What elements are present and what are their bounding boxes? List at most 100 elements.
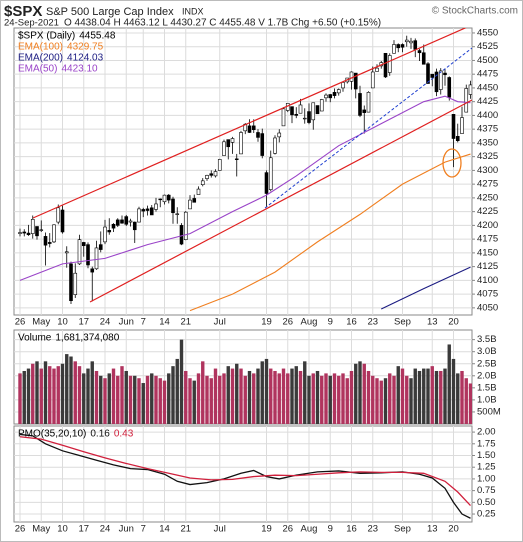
candle-body [404, 39, 409, 43]
volume-bar [290, 368, 294, 424]
volume-bar [320, 375, 324, 424]
volume-bar [388, 373, 392, 424]
volume-bar [294, 366, 298, 424]
legend-value: 1,681,374,080 [55, 333, 119, 344]
candle-body [302, 117, 307, 120]
volume-bar [235, 363, 239, 424]
quote: O 4438.04 H 4463.12 L 4430.27 C 4455.48 … [64, 18, 381, 29]
candle-body [56, 207, 61, 223]
volume-bar [345, 378, 349, 424]
candle-body [362, 109, 367, 113]
highlight-circle [442, 148, 462, 178]
volume-bar [60, 363, 65, 424]
candle-body [111, 223, 116, 229]
volume-plot [14, 330, 472, 424]
volume-bar [379, 380, 383, 424]
volume-bar [39, 368, 43, 424]
y-tick-label: 1.5B [477, 382, 497, 393]
candle-body [158, 198, 163, 201]
volume-bar [31, 363, 35, 424]
candle-body [328, 94, 333, 99]
candle-body [39, 229, 44, 231]
candle-body [192, 198, 197, 203]
x-tick-label: Jul [214, 524, 226, 535]
candle-body [392, 44, 396, 54]
volume-bar [269, 368, 273, 424]
candle-body [200, 180, 205, 185]
x-tick-label: May [32, 524, 50, 535]
volume-bar [213, 368, 218, 424]
volume-bar [324, 373, 328, 424]
volume-bar [281, 368, 286, 424]
candle-body [81, 242, 86, 247]
volume-bar [77, 366, 82, 424]
x-tick-label: Sep [394, 317, 411, 328]
candle-body [69, 263, 73, 302]
volume-bar [201, 361, 205, 424]
x-tick-label: 7 [141, 317, 146, 328]
volume-bar [145, 375, 150, 424]
volume-bar [158, 378, 162, 424]
x-tick-label: 26 [282, 317, 293, 328]
volume-bar [464, 378, 468, 424]
x-tick-label: 26 [282, 524, 293, 535]
volume-bar [73, 361, 77, 424]
y-tick-label: 1.75 [477, 438, 496, 449]
candle-body [468, 84, 472, 95]
volume-bar [451, 358, 456, 424]
x-tick-label: Aug [301, 524, 318, 535]
x-tick-label: 24 [100, 524, 111, 535]
x-tick-label: Sep [394, 524, 411, 535]
volume-bar [69, 356, 73, 424]
volume-bar [426, 368, 430, 424]
candle-body [341, 82, 345, 89]
volume-bar [26, 368, 31, 424]
y-tick-label: 2.0B [477, 370, 497, 381]
volume-bar [184, 370, 188, 424]
candle-body [349, 71, 354, 82]
candle-body [162, 194, 167, 203]
volume-bar [447, 344, 451, 424]
volume-bar [22, 370, 26, 424]
volume-bar [460, 370, 464, 424]
y-tick-label: 4225 [477, 206, 498, 217]
y-tick-label: 4375 [477, 124, 498, 135]
candle-body [256, 132, 260, 138]
x-tick-label: Jul [214, 317, 226, 328]
y-tick-label: 4450 [477, 82, 498, 93]
legend-value: 0.16 [90, 429, 110, 440]
candle-body [383, 52, 388, 78]
candle-body [234, 158, 239, 160]
y-tick-label: 4275 [477, 179, 498, 190]
y-tick-label: 4350 [477, 137, 498, 148]
x-tick-label: 17 [78, 317, 89, 328]
candle-body [47, 242, 52, 244]
volume-bar [192, 380, 196, 424]
volume-bar [256, 368, 260, 424]
volume-bar [252, 373, 256, 424]
x-tick-label: 21 [180, 317, 191, 328]
candle-body [22, 231, 27, 234]
trend-line [264, 47, 472, 209]
volume-bar [133, 375, 137, 424]
x-tick-label: 17 [78, 524, 89, 535]
x-tick-label: 23 [367, 317, 378, 328]
x-tick-label: 9 [328, 317, 333, 328]
pmo-plot [14, 426, 472, 522]
candle-body [90, 268, 95, 273]
volume-bar [277, 373, 281, 424]
x-tick-label: 14 [159, 524, 170, 535]
volume-bar [413, 368, 417, 424]
candle-body [226, 139, 231, 148]
candle-body [18, 232, 22, 234]
legend-value: 4455.48 [79, 31, 116, 42]
y-tick-label: 4125 [477, 261, 498, 272]
volume-bar [247, 370, 252, 424]
candle-body [52, 224, 56, 243]
candle-body [281, 108, 286, 127]
volume-bar [175, 358, 179, 424]
volume-bar [260, 361, 264, 424]
y-tick-label: 4400 [477, 110, 498, 121]
volume-bar [141, 383, 145, 424]
y-tick-label: 4100 [477, 275, 498, 286]
